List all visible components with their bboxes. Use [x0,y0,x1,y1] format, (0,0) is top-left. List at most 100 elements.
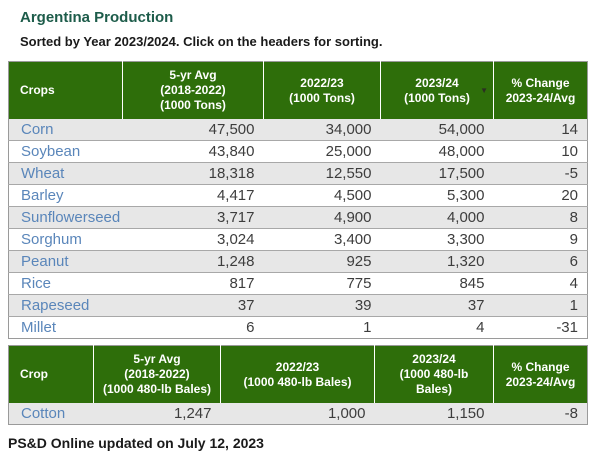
value-cell: 1,000 [327,405,366,422]
value-cell: 3,300 [446,231,485,248]
crop-link-wheat[interactable]: Wheat [21,165,65,182]
crop-row-sorghum: Sorghum 3,024 3,400 3,300 9 [8,228,588,251]
column-header-change-2023-24-avg[interactable]: % Change 2023-24/Avg [493,345,588,403]
column-header-crop[interactable]: Crop [8,345,94,403]
value-cell: 4,500 [333,187,372,204]
value-cell: 43,840 [208,143,255,160]
tons-table-body: Corn 47,500 34,000 54,000 14 Soybean 43,840 25,… [8,119,588,339]
crop-row-rice: Rice 817 775 845 4 [8,272,588,295]
crop-row-soybean: Soybean 43,840 25,000 48,000 10 [8,140,588,163]
column-header-change-2023-24-avg[interactable]: % Change 2023-24/Avg [493,61,588,119]
column-header-2023-24-1000-480-lb-bales[interactable]: 2023/24 (1000 480-lb Bales) [374,345,494,403]
column-header-2023-24-1000-tons[interactable]: 2023/24 (1000 Tons) ▼ [380,61,494,119]
crop-link-barley[interactable]: Barley [21,187,64,204]
column-header-label: 2022/23 (1000 480-lb Bales) [243,359,352,389]
value-cell: 4 [476,319,485,336]
crop-row-rapeseed: Rapeseed 37 39 37 1 [8,294,588,317]
value-cell: 9 [569,231,578,248]
crop-link-sunflowerseed[interactable]: Sunflowerseed [21,209,121,226]
bales-table-header: Crop 5-yr Avg (2018-2022) (1000 480-lb Bale… [8,345,588,403]
value-cell: 1,248 [216,253,255,270]
crop-link-corn[interactable]: Corn [21,121,54,138]
value-cell: 4,900 [333,209,372,226]
value-cell: 25,000 [325,143,372,160]
value-cell: 5,300 [446,187,485,204]
crop-row-millet: Millet 6 1 4 -31 [8,316,588,339]
crop-cell: Sunflowerseed [9,207,123,229]
value-cell: 1,150 [446,405,485,422]
value-cell: 6 [569,253,578,270]
value-cell: 845 [459,275,485,292]
crop-cell: Rice [9,273,123,295]
crop-cell: Cotton [9,403,94,425]
crop-row-wheat: Wheat 18,318 12,550 17,500 -5 [8,162,588,185]
crop-row-corn: Corn 47,500 34,000 54,000 14 [8,119,588,141]
bales-table-body: Cotton 1,247 1,000 1,150 -8 [8,403,588,425]
crop-link-millet[interactable]: Millet [21,319,57,336]
value-cell: 1 [569,297,578,314]
crop-cell: Peanut [9,251,123,273]
column-header-label: % Change 2023-24/Avg [505,75,576,105]
crop-cell: Corn [9,119,123,141]
column-header-5-yr-avg-2018-2022-1000-tons[interactable]: 5-yr Avg (2018-2022) (1000 Tons) [122,61,264,119]
value-cell: 37 [467,297,485,314]
value-cell: -5 [564,165,578,182]
value-cell: -31 [556,319,578,336]
value-cell: 1,320 [446,253,485,270]
crop-cell: Soybean [9,141,123,163]
value-cell: 817 [229,275,255,292]
crop-cell: Barley [9,185,123,207]
crop-cell: Millet [9,317,123,339]
column-header-label: 2022/23 (1000 Tons) [289,75,355,105]
value-cell: 37 [237,297,255,314]
value-cell: 4,417 [216,187,255,204]
production-bales-table: Crop 5-yr Avg (2018-2022) (1000 480-lb Bale… [8,345,588,425]
value-cell: 17,500 [438,165,485,182]
crop-link-rapeseed[interactable]: Rapeseed [21,297,90,314]
crop-row-barley: Barley 4,417 4,500 5,300 20 [8,184,588,207]
sort-descending-icon: ▼ [480,85,488,95]
value-cell: 48,000 [438,143,485,160]
value-cell: 14 [561,121,578,138]
column-header-5-yr-avg-2018-2022-1000-480-lb-bales[interactable]: 5-yr Avg (2018-2022) (1000 480-lb Bales) [93,345,221,403]
column-header-label: Crops [20,83,55,97]
column-header-2022-23-1000-480-lb-bales[interactable]: 2022/23 (1000 480-lb Bales) [220,345,375,403]
value-cell: 925 [346,253,372,270]
column-header-crops[interactable]: Crops [8,61,123,119]
column-header-label: Crop [20,367,48,381]
value-cell: -8 [564,405,578,422]
column-header-2022-23-1000-tons[interactable]: 2022/23 (1000 Tons) [263,61,381,119]
value-cell: 10 [561,143,578,160]
crop-link-sorghum[interactable]: Sorghum [21,231,82,248]
page-title: Argentina Production [20,9,174,26]
value-cell: 6 [246,319,255,336]
crop-cell: Rapeseed [9,295,123,317]
production-tons-table: Crops 5-yr Avg (2018-2022) (1000 Tons) 2022/… [8,61,588,339]
column-header-label: 2023/24 (1000 Tons) [404,75,470,105]
value-cell: 18,318 [208,165,255,182]
crop-link-rice[interactable]: Rice [21,275,52,292]
crop-row-peanut: Peanut 1,248 925 1,320 6 [8,250,588,273]
value-cell: 39 [354,297,372,314]
crop-link-cotton[interactable]: Cotton [21,405,66,422]
crop-link-soybean[interactable]: Soybean [21,143,81,160]
crop-cell: Wheat [9,163,123,185]
value-cell: 1 [363,319,372,336]
column-header-label: 2023/24 (1000 480-lb Bales) [399,352,469,396]
value-cell: 3,400 [333,231,372,248]
crop-link-peanut[interactable]: Peanut [21,253,69,270]
tons-table-header: Crops 5-yr Avg (2018-2022) (1000 Tons) 2022/… [8,61,588,119]
value-cell: 54,000 [438,121,485,138]
value-cell: 12,550 [325,165,372,182]
value-cell: 3,024 [216,231,255,248]
crop-row-cotton: Cotton 1,247 1,000 1,150 -8 [8,403,588,425]
value-cell: 1,247 [173,405,212,422]
value-cell: 8 [569,209,578,226]
value-cell: 4,000 [446,209,485,226]
sort-instructions-text: Sorted by Year 2023/2024. Click on the h… [20,34,383,49]
column-header-label: 5-yr Avg (2018-2022) (1000 480-lb Bales) [102,352,212,396]
value-cell: 34,000 [325,121,372,138]
crop-row-sunflowerseed: Sunflowerseed 3,717 4,900 4,000 8 [8,206,588,229]
value-cell: 775 [346,275,372,292]
